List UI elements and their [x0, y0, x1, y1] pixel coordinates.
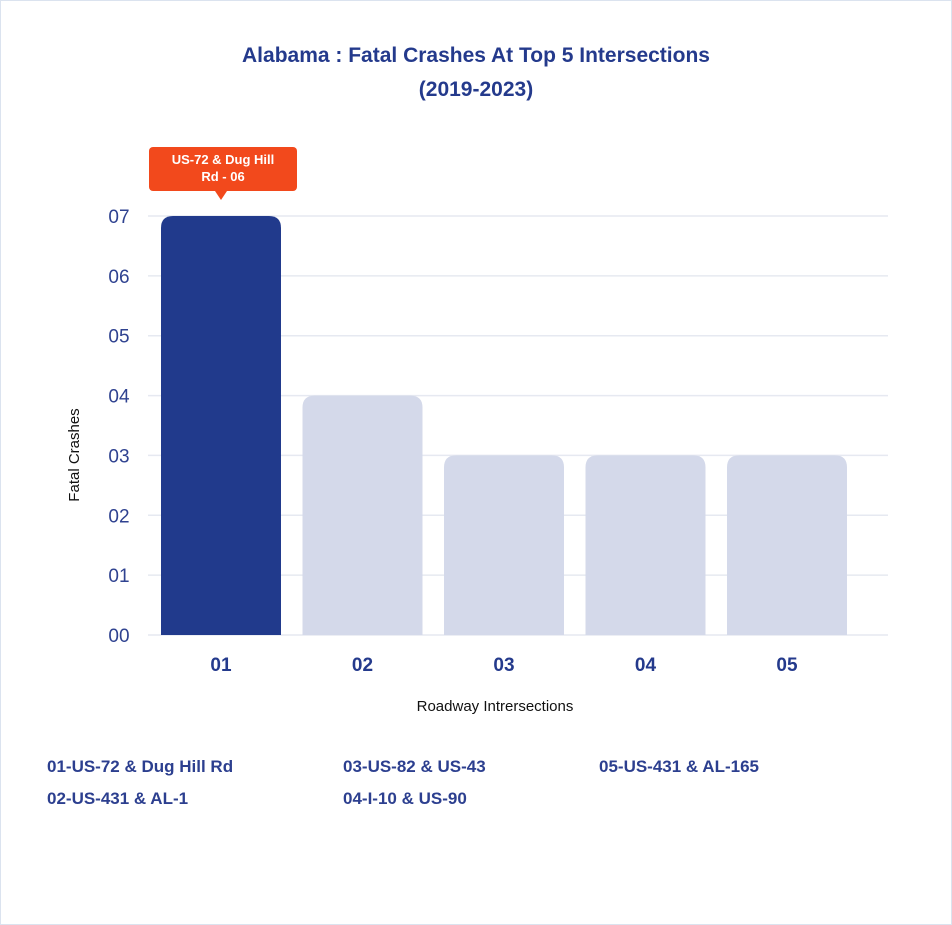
y-tick-label: 04	[108, 387, 130, 408]
chart-title: Alabama : Fatal Crashes At Top 5 Interse…	[242, 44, 710, 67]
annotation-pointer	[215, 191, 227, 200]
y-tick-label: 02	[108, 506, 129, 527]
annotation-text: Rd - 06	[201, 169, 244, 184]
bar-02	[302, 395, 423, 635]
y-tick-label: 03	[108, 446, 129, 467]
bar-04	[585, 455, 706, 635]
x-axis-label: Roadway Intrersections	[417, 698, 574, 715]
y-tick-label: 00	[108, 626, 129, 647]
y-tick-label: 07	[108, 207, 129, 228]
bar-01	[161, 216, 281, 635]
annotation-text: US-72 & Dug Hill	[172, 152, 275, 167]
bar-annotation: US-72 & Dug Hill Rd - 06	[149, 147, 297, 200]
annotation-box	[149, 147, 297, 191]
bar-05	[727, 455, 847, 635]
y-tick-label: 01	[108, 566, 129, 587]
y-tick-label: 05	[108, 327, 129, 348]
x-tick-label: 02	[352, 655, 373, 676]
x-tick-labels: 01 02 03 04 05	[210, 655, 798, 676]
y-tick-label: 06	[108, 267, 129, 288]
chart-subtitle: (2019-2023)	[418, 78, 534, 101]
x-tick-label: 04	[635, 655, 657, 676]
y-axis-label: Fatal Crashes	[66, 408, 83, 501]
y-tick-labels: 00 01 02 03 04 05 06 07	[108, 207, 130, 647]
x-tick-label: 01	[210, 655, 232, 676]
bar-03	[444, 455, 564, 635]
x-tick-label: 05	[776, 655, 798, 676]
x-tick-label: 03	[493, 655, 514, 676]
bars	[161, 216, 847, 635]
